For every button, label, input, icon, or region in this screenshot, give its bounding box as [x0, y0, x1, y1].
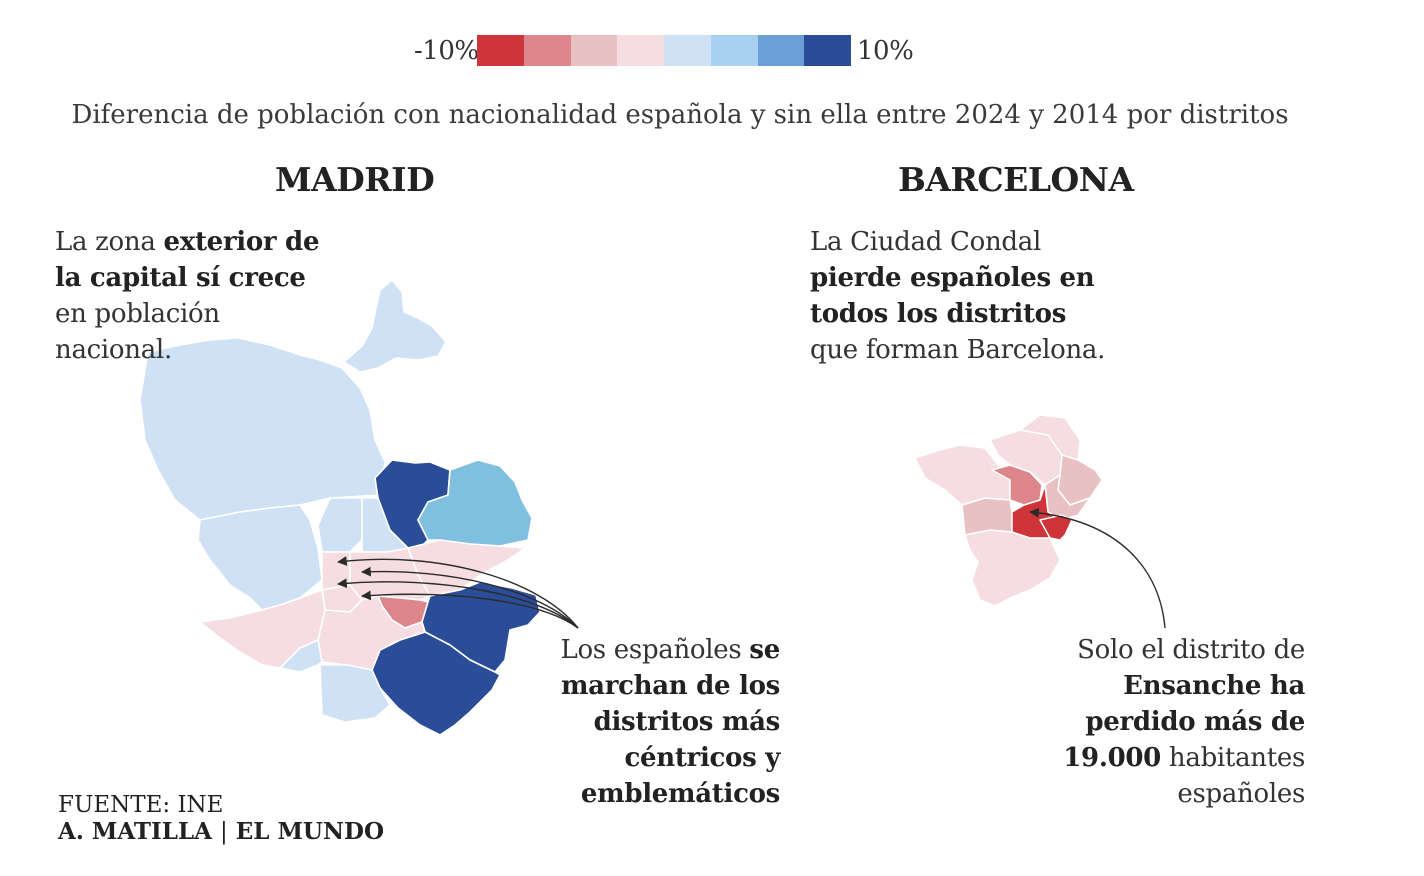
madrid-district-carabanchel	[279, 639, 323, 673]
bcn-district-ciutat-vella	[1039, 514, 1073, 541]
madrid-annotation-bold: exterior de la capital sí crece	[55, 227, 320, 293]
chart-subtitle: Diferencia de población con nacionalidad…	[71, 100, 1289, 130]
legend-swatch	[523, 35, 571, 66]
madrid-arrow	[337, 556, 579, 629]
barcelona-callout-before: Solo el distrito de	[1077, 635, 1305, 665]
madrid-callout-before: Los españoles	[560, 635, 750, 665]
legend-swatch	[757, 35, 805, 66]
legend-swatch	[804, 35, 851, 66]
bcn-district-sarria	[914, 444, 1011, 506]
barcelona-callout: Solo el distrito de Ensanche ha perdido …	[1020, 632, 1305, 812]
barcelona-annotation-bold: pierde españoles en todos los distritos	[810, 263, 1095, 329]
bcn-district-sants	[964, 529, 1061, 607]
madrid-district-moncloa	[197, 504, 323, 611]
barcelona-annotation: La Ciudad Condal pierde españoles en tod…	[810, 224, 1110, 368]
barcelona-callout-bold: Ensanche ha perdido más de 19.000	[1063, 671, 1305, 773]
madrid-district-latina	[199, 589, 326, 669]
bcn-district-les-corts	[961, 497, 1013, 536]
madrid-district-chamberi	[321, 551, 351, 591]
barcelona-callout-after: habitantes españoles	[1160, 743, 1305, 809]
legend-swatch	[664, 35, 711, 66]
bcn-district-nou-barris	[1019, 414, 1081, 461]
madrid-arrow	[361, 566, 579, 629]
madrid-annotation: La zona exterior de la capital sí crece …	[55, 224, 325, 368]
madrid-annotation-after: en población nacional.	[55, 299, 220, 365]
legend-color-scale	[477, 35, 851, 66]
madrid-title: MADRID	[275, 160, 435, 199]
barcelona-annotation-before: La Ciudad Condal	[810, 227, 1041, 257]
legend-max-label: 10%	[857, 36, 914, 66]
barcelona-title: BARCELONA	[898, 160, 1134, 199]
barcelona-annotation-after: que forman Barcelona.	[810, 335, 1106, 365]
madrid-arrow	[361, 590, 579, 629]
madrid-callout: Los españoles se marchan de los distrito…	[560, 632, 780, 812]
madrid-callout-bold: se marchan de los distritos más céntrico…	[560, 635, 780, 809]
barcelona-map	[914, 414, 1166, 629]
madrid-district-tetuan	[317, 497, 363, 553]
legend-min-label: -10%	[414, 36, 479, 66]
madrid-map	[139, 279, 579, 736]
credit-outlet: EL MUNDO	[235, 818, 384, 845]
madrid-district-villa-vallecas	[371, 631, 501, 736]
legend-swatch	[570, 35, 618, 66]
credit-line: A. MATILLA | EL MUNDO	[58, 818, 384, 845]
credit-author: A. MATILLA	[58, 818, 212, 845]
madrid-arrow	[337, 578, 579, 629]
credit-separator: |	[220, 819, 228, 845]
madrid-annotation-before: La zona	[55, 227, 164, 257]
madrid-district-barajas	[343, 279, 447, 373]
legend-swatch	[710, 35, 758, 66]
legend-swatch	[617, 35, 664, 66]
madrid-district-fuencarral	[139, 337, 386, 521]
bcn-arrow	[1029, 507, 1166, 629]
legend-swatch	[477, 35, 524, 66]
source-line: FUENTE: INE	[58, 792, 224, 818]
madrid-district-villaverde	[319, 664, 391, 723]
